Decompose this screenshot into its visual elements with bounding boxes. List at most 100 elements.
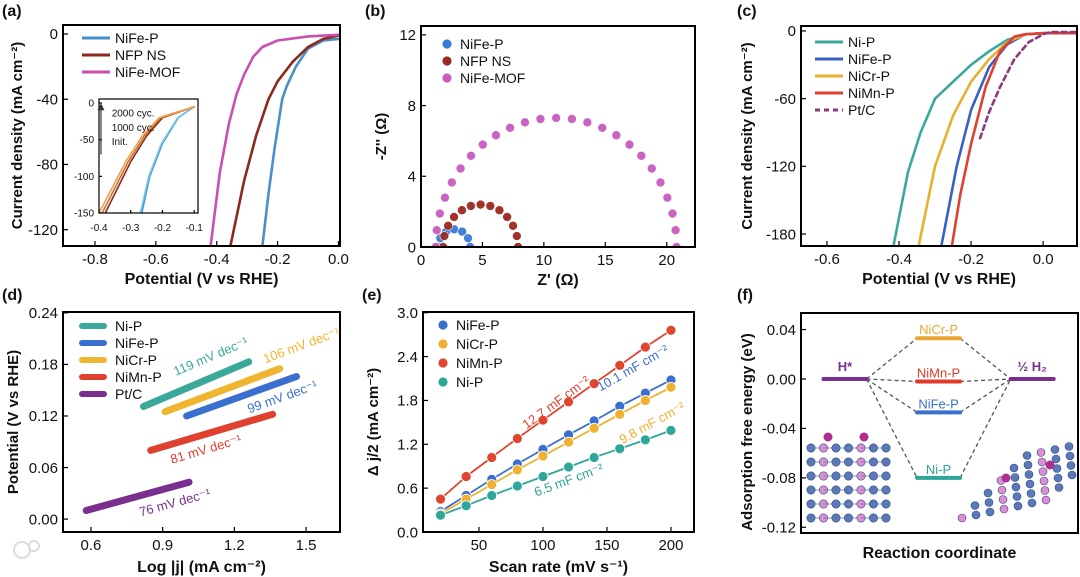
- plot-frame: [422, 311, 695, 533]
- cycle-label: Init.: [112, 137, 128, 148]
- data-point: [667, 208, 678, 219]
- data-point: [551, 113, 561, 123]
- legend-nife-p-label: NiFe-P: [115, 30, 159, 46]
- series-line-2000-cyc-: [99, 105, 195, 213]
- plot-frame: [62, 311, 341, 533]
- data-point: [440, 192, 450, 203]
- x-tick-label: 150: [594, 537, 619, 554]
- atom: [1066, 461, 1076, 470]
- atom: [1022, 451, 1032, 460]
- data-point: [435, 493, 446, 505]
- series-line-nife-p: [439, 379, 672, 513]
- data-point: [611, 130, 622, 141]
- data-point: [639, 434, 651, 446]
- atom: [1023, 460, 1033, 470]
- data-point: [439, 231, 450, 241]
- x-tick-label: -0.6: [814, 251, 840, 268]
- y-tick-label: -0.08: [762, 470, 796, 487]
- x-axis-title: Log |j| (mA cm⁻²): [137, 559, 266, 576]
- data-point: [438, 242, 448, 247]
- data-point: [588, 452, 600, 463]
- x-tick-label: 1.5: [296, 537, 317, 554]
- panel-e: 50 100 150 200 0.0 0.6 1.2 1.8 2.4 3.0 Scan rate (…: [362, 287, 695, 576]
- series-line-nimn-p: [950, 31, 1077, 246]
- y-tick-label: 1.8: [397, 393, 418, 410]
- energy-level-ni-p-label: Ni-P: [926, 462, 951, 477]
- plot-area: [430, 113, 682, 247]
- x-tick-label: -0.4: [886, 251, 912, 268]
- legend-nicr-p-marker: [437, 338, 449, 350]
- panel-a: -0.8 -0.6 -0.4 -0.2 0.0 0 -40 -80 -120 Potential …: [2, 3, 349, 288]
- data-point: [486, 490, 498, 501]
- y-tick-label: -50: [80, 135, 95, 146]
- legend-ni-p-marker: [437, 376, 449, 388]
- x-axis-title: Z' (Ω): [537, 272, 579, 289]
- series-line-nicr-p: [439, 386, 672, 515]
- atom: [1037, 457, 1047, 467]
- data-point: [671, 242, 682, 247]
- y-tick-label: -80: [36, 157, 58, 174]
- data-point: [486, 479, 498, 490]
- y-tick-label: 0.06: [29, 460, 58, 477]
- data-point: [537, 414, 549, 426]
- legend-nife-p-marker: [441, 38, 453, 50]
- legend-nife-mof-marker: [441, 72, 453, 84]
- atom: [1013, 501, 1023, 511]
- y-tick-label: -120: [766, 159, 796, 176]
- data-point: [466, 201, 476, 211]
- atom: [998, 495, 1008, 504]
- data-point: [624, 139, 635, 150]
- connector: [959, 378, 1012, 479]
- data-point: [447, 177, 457, 188]
- atom: [881, 443, 891, 453]
- atom: [1051, 454, 1061, 464]
- atom: [1009, 463, 1019, 473]
- legend-nife-p-label: NiFe-P: [115, 335, 159, 351]
- atom: [1039, 476, 1049, 486]
- data-point: [435, 509, 446, 521]
- plot-area: [209, 33, 340, 246]
- data-point: [457, 205, 467, 216]
- legend-nife-p-marker: [437, 319, 449, 331]
- atom: [957, 513, 967, 523]
- data-point: [614, 408, 626, 420]
- y-axis-title: -Z'' (Ω): [373, 113, 390, 160]
- data-point: [434, 208, 445, 219]
- atom: [971, 510, 981, 520]
- data-point: [537, 450, 549, 462]
- x-tick-label: -0.2: [265, 251, 291, 268]
- data-point: [665, 381, 677, 393]
- watermark-logo: [13, 540, 40, 559]
- data-point: [639, 341, 651, 353]
- legend-pt-c-label: Pt/C: [848, 102, 875, 118]
- series-line-nimn-p: [439, 329, 672, 501]
- panel-f: 0.04 0.00 -0.04 -0.08 -0.12 Reaction coordina…: [737, 287, 1079, 562]
- energy-level--h--label: ½ H₂: [1017, 359, 1047, 374]
- data-point: [582, 117, 593, 128]
- legend-nife-mof-label: NiFe-MOF: [460, 70, 525, 86]
- x-tick-label: 20: [658, 252, 675, 269]
- y-tick-label: 0.12: [29, 408, 58, 425]
- data-point: [491, 130, 501, 141]
- x-tick-label: 0: [417, 252, 425, 269]
- series-line-ni-p: [439, 429, 672, 517]
- data-point: [457, 226, 467, 237]
- y-tick-label: 0.00: [29, 511, 58, 528]
- series-line-pt-c: [82, 478, 193, 514]
- x-tick-label: 0.6: [81, 537, 102, 554]
- plot-frame: [62, 24, 341, 247]
- legend-ni-p-label: Ni-P: [115, 318, 142, 334]
- atom: [1012, 492, 1022, 501]
- legend-nife-p-label: NiFe-P: [848, 51, 892, 67]
- y-tick-label: 4: [408, 169, 416, 186]
- data-point: [485, 201, 496, 211]
- energy-level-nife-p-label: NiFe-P: [918, 396, 958, 411]
- series-line-nicr-p: [161, 365, 284, 416]
- data-point: [511, 433, 523, 444]
- y-tick-label: 0.24: [29, 305, 58, 322]
- atom: [1050, 445, 1060, 454]
- series-line-ni-p: [140, 358, 253, 410]
- x-tick-label: -0.2: [154, 223, 172, 234]
- y-tick-label: 12: [399, 27, 416, 44]
- atom: [881, 499, 891, 509]
